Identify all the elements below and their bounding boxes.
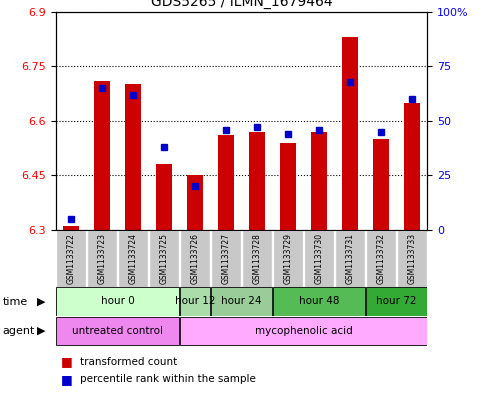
Bar (272, 230, 303, 287)
Bar (304, 230, 334, 287)
Bar (63, 226, 79, 230)
Text: GSM1133723: GSM1133723 (98, 233, 107, 284)
Text: hour 48: hour 48 (298, 296, 339, 306)
Bar (366, 287, 427, 316)
Text: hour 0: hour 0 (100, 296, 134, 306)
Bar (180, 230, 211, 287)
Text: ■: ■ (60, 373, 72, 386)
Bar (397, 230, 427, 287)
Text: ▶: ▶ (37, 297, 46, 307)
Bar (280, 143, 296, 230)
Bar (218, 136, 234, 230)
Bar (211, 230, 242, 287)
Bar (86, 230, 117, 287)
Bar (366, 230, 397, 287)
Bar (335, 230, 365, 287)
Bar (149, 230, 179, 287)
Text: GSM1133722: GSM1133722 (67, 233, 75, 284)
Bar (187, 175, 203, 230)
Bar (180, 317, 427, 345)
Title: GDS5265 / ILMN_1679464: GDS5265 / ILMN_1679464 (151, 0, 332, 9)
Text: GSM1133726: GSM1133726 (190, 233, 199, 284)
Text: untreated control: untreated control (72, 325, 163, 336)
Text: percentile rank within the sample: percentile rank within the sample (80, 374, 256, 384)
Text: GSM1133731: GSM1133731 (345, 233, 355, 284)
Bar (180, 287, 211, 316)
Text: GSM1133725: GSM1133725 (159, 233, 169, 284)
Bar (56, 230, 86, 287)
Text: ▶: ▶ (37, 326, 46, 336)
Bar (373, 139, 389, 230)
Text: GSM1133727: GSM1133727 (222, 233, 230, 284)
Bar (118, 230, 148, 287)
Text: GSM1133733: GSM1133733 (408, 233, 416, 284)
Bar (211, 287, 272, 316)
Text: agent: agent (2, 326, 35, 336)
Text: GSM1133732: GSM1133732 (376, 233, 385, 284)
Bar (249, 132, 265, 230)
Bar (94, 81, 110, 230)
Text: mycophenolic acid: mycophenolic acid (255, 325, 353, 336)
Text: ■: ■ (60, 355, 72, 368)
Text: GSM1133728: GSM1133728 (253, 233, 261, 284)
Bar (125, 84, 141, 230)
Text: hour 72: hour 72 (376, 296, 417, 306)
Text: GSM1133724: GSM1133724 (128, 233, 138, 284)
Text: transformed count: transformed count (80, 356, 177, 367)
Bar (156, 165, 172, 230)
Bar (242, 230, 272, 287)
Bar (56, 317, 179, 345)
Bar (272, 287, 365, 316)
Bar (342, 37, 358, 230)
Text: GSM1133730: GSM1133730 (314, 233, 324, 284)
Text: hour 24: hour 24 (221, 296, 262, 306)
Bar (311, 132, 327, 230)
Text: hour 12: hour 12 (175, 296, 215, 306)
Text: time: time (2, 297, 28, 307)
Bar (404, 103, 420, 230)
Bar (56, 287, 179, 316)
Text: GSM1133729: GSM1133729 (284, 233, 293, 284)
